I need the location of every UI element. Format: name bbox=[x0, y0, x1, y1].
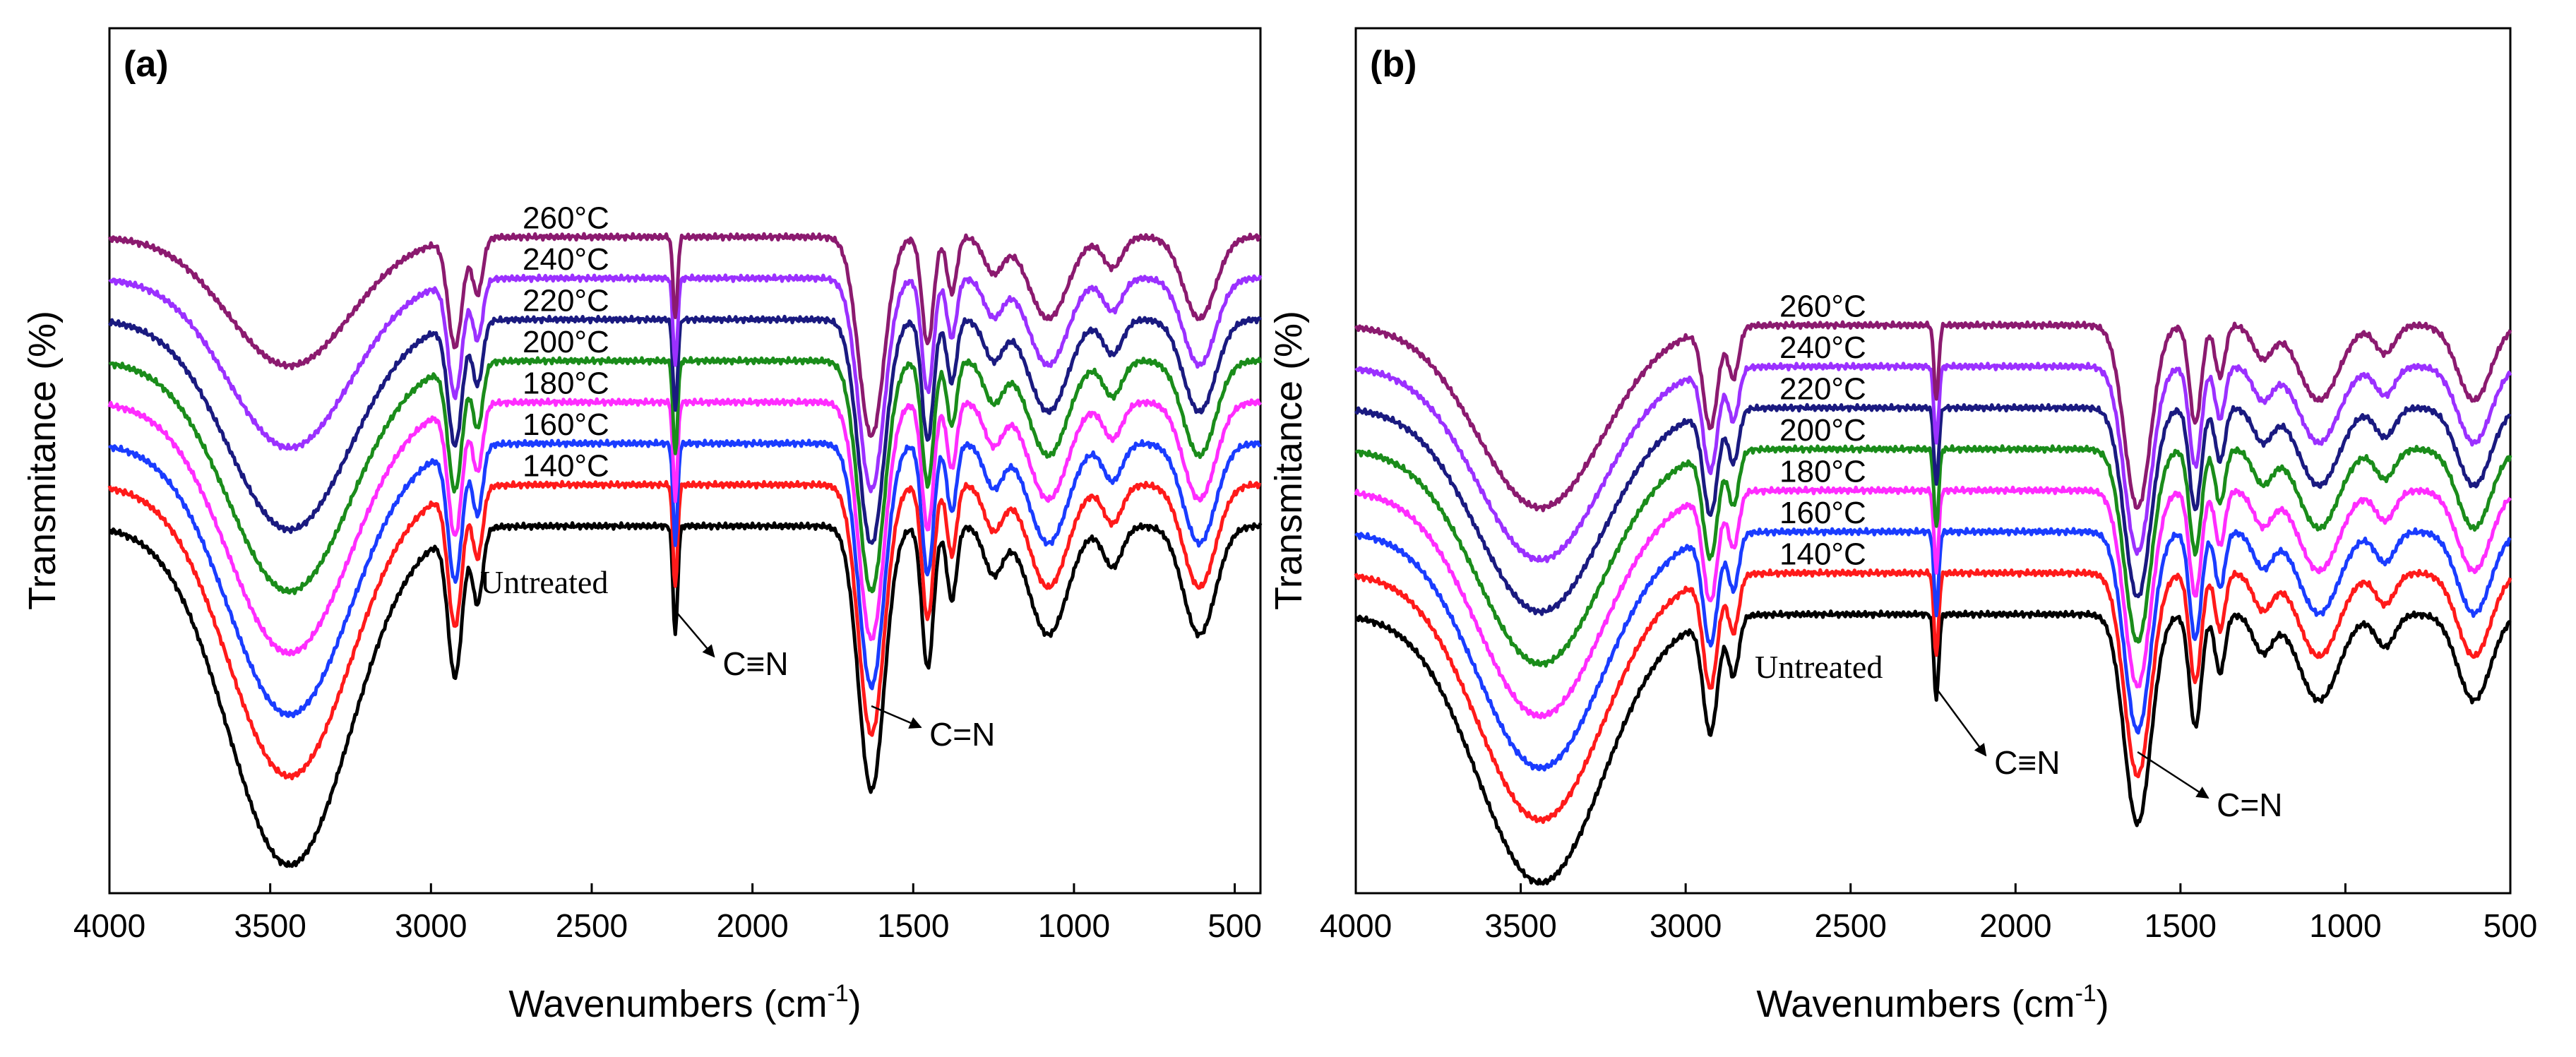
series-line-240C bbox=[1354, 362, 2512, 563]
panel-b-y-axis-title: Transmitance (%) bbox=[1268, 311, 1310, 610]
series-label-180C: 180°C bbox=[1779, 455, 1866, 489]
panel-b-x-axis-title-sup: -1 bbox=[2075, 980, 2096, 1007]
annotation-label: C≡N bbox=[722, 645, 788, 682]
annotation-arrow bbox=[1936, 688, 1987, 757]
series-label-220C: 220°C bbox=[1779, 372, 1866, 407]
series-line-260C bbox=[107, 232, 1261, 438]
annotation-label: C≡N bbox=[1994, 744, 2060, 781]
series-line-140C bbox=[1354, 568, 2512, 824]
annotation-label: C=N bbox=[2217, 787, 2282, 823]
x-tick-label: 2500 bbox=[556, 907, 628, 944]
x-tick-label: 2000 bbox=[1979, 907, 2051, 944]
series-line-180C bbox=[107, 397, 1262, 657]
x-tick-label: 500 bbox=[1208, 907, 1262, 944]
panel-a-x-axis-title-end: ) bbox=[849, 983, 861, 1025]
panel-b-x-axis-title-end: ) bbox=[2097, 983, 2109, 1025]
x-tick-label: 3000 bbox=[395, 907, 467, 944]
panel-a-x-ticks: 4000 3500 3000 2500 2000 1500 1000 500 bbox=[73, 883, 1262, 944]
x-tick-label: 2500 bbox=[1815, 907, 1887, 944]
series-line-180C bbox=[1354, 485, 2512, 719]
panel-b-annotations: C≡N C=N bbox=[1936, 688, 2282, 823]
series-label-160C: 160°C bbox=[523, 407, 609, 442]
panel-b-label: (b) bbox=[1370, 44, 1417, 85]
x-tick-label: 1500 bbox=[877, 907, 949, 944]
panel-a-label: (a) bbox=[124, 44, 169, 85]
panel-a: (a) 4000 3500 3000 2500 2000 1500 1000 500 Untr… bbox=[21, 27, 1263, 1025]
panel-b-series-labels: Untreated 140°C 160°C 180°C 200°C 220°C 240°C 2… bbox=[1755, 289, 1883, 686]
x-tick-label: 500 bbox=[2483, 907, 2538, 944]
panel-b-x-ticks: 4000 3500 3000 2500 2000 1500 1000 500 bbox=[1320, 883, 2538, 944]
x-tick-label: 4000 bbox=[73, 907, 145, 944]
x-tick-label: 3000 bbox=[1650, 907, 1722, 944]
panel-a-x-axis-title-sup: -1 bbox=[827, 980, 848, 1007]
panel-a-frame bbox=[108, 27, 1262, 895]
series-label-260C: 260°C bbox=[1779, 289, 1866, 324]
series-label-240C: 240°C bbox=[523, 242, 609, 277]
panel-a-x-axis-title: Wavenumbers (cm-1) bbox=[508, 980, 861, 1025]
x-tick-label: 1500 bbox=[2145, 907, 2217, 944]
series-label-260C: 260°C bbox=[523, 201, 609, 236]
x-tick-label: 3500 bbox=[234, 907, 306, 944]
series-label-140C: 140°C bbox=[523, 449, 609, 484]
panel-b-x-axis-title-main: Wavenumbers (cm bbox=[1756, 983, 2075, 1025]
series-label-180C: 180°C bbox=[523, 366, 609, 401]
series-line-200C bbox=[1354, 444, 2512, 668]
panel-b-x-axis-title: Wavenumbers (cm-1) bbox=[1756, 980, 2109, 1025]
series-label-220C: 220°C bbox=[523, 284, 609, 318]
series-line-Untreated bbox=[108, 521, 1263, 868]
series-label-160C: 160°C bbox=[1779, 496, 1866, 530]
series-label-140C: 140°C bbox=[1779, 537, 1866, 572]
panel-a-y-axis-title: Transmitance (%) bbox=[21, 311, 64, 610]
series-label-Untreated: Untreated bbox=[1755, 649, 1883, 685]
panel-b-series bbox=[1354, 320, 2512, 886]
series-line-240C bbox=[108, 273, 1263, 494]
panel-a-annotations: C≡N C=N bbox=[674, 610, 995, 753]
series-label-Untreated: Untreated bbox=[480, 564, 608, 600]
series-label-240C: 240°C bbox=[1779, 330, 1866, 365]
x-tick-label: 1000 bbox=[1038, 907, 1110, 944]
series-line-220C bbox=[1354, 402, 2512, 616]
annotation-arrow bbox=[871, 705, 922, 729]
panel-a-x-axis-title-main: Wavenumbers (cm bbox=[508, 983, 827, 1025]
series-line-160C bbox=[107, 438, 1262, 719]
series-line-220C bbox=[107, 314, 1263, 545]
panel-b: (b) 4000 3500 3000 2500 2000 1500 1000 500 Untr… bbox=[1268, 27, 2538, 1025]
x-tick-label: 4000 bbox=[1320, 907, 1392, 944]
series-label-200C: 200°C bbox=[523, 325, 609, 359]
annotation-arrow bbox=[2137, 751, 2210, 799]
series-line-140C bbox=[107, 479, 1262, 781]
series-line-Untreated bbox=[1354, 609, 2512, 886]
x-tick-label: 1000 bbox=[2309, 907, 2381, 944]
series-line-200C bbox=[108, 356, 1263, 595]
series-label-200C: 200°C bbox=[1779, 413, 1866, 448]
annotation-label: C=N bbox=[929, 716, 995, 753]
x-tick-label: 3500 bbox=[1484, 907, 1556, 944]
panel-a-series bbox=[107, 232, 1263, 868]
annotation-arrow bbox=[674, 610, 715, 658]
panel-a-series-labels: Untreated 140°C 160°C 180°C 200°C 220°C 240°C 2… bbox=[480, 201, 609, 601]
x-tick-label: 2000 bbox=[716, 907, 788, 944]
series-line-160C bbox=[1354, 527, 2512, 772]
series-line-260C bbox=[1354, 320, 2512, 513]
